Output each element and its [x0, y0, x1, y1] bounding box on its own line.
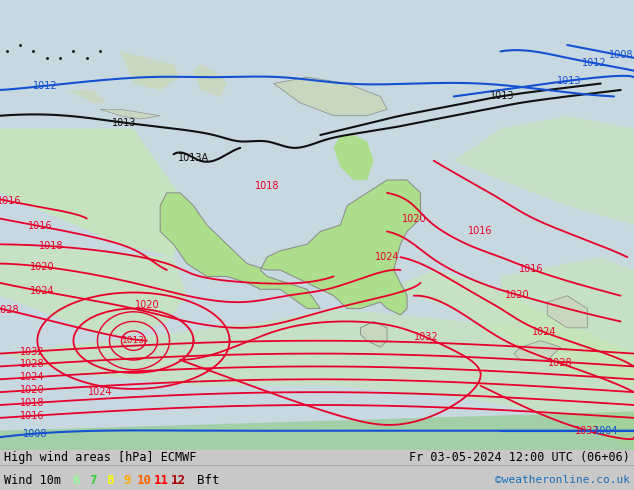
- Polygon shape: [160, 180, 420, 315]
- Text: 1020: 1020: [134, 300, 159, 310]
- Text: 1016: 1016: [519, 264, 543, 274]
- Text: 1020: 1020: [401, 214, 426, 223]
- Polygon shape: [0, 128, 187, 257]
- Text: 1004: 1004: [593, 426, 618, 436]
- Polygon shape: [333, 135, 373, 180]
- Text: 1028: 1028: [20, 359, 44, 369]
- Text: 6: 6: [72, 473, 80, 487]
- Text: 1028: 1028: [548, 358, 573, 368]
- Text: 1032: 1032: [20, 346, 44, 357]
- Polygon shape: [387, 270, 634, 386]
- Text: Bft: Bft: [197, 473, 219, 487]
- Text: 1016: 1016: [29, 221, 53, 231]
- Text: 1032: 1032: [576, 426, 600, 436]
- Text: 1020: 1020: [20, 385, 44, 395]
- Polygon shape: [360, 321, 387, 347]
- Text: 10: 10: [136, 473, 152, 487]
- Text: 9: 9: [123, 473, 131, 487]
- Text: 1024: 1024: [29, 286, 54, 296]
- Text: 1013: 1013: [557, 75, 581, 86]
- Text: 1013: 1013: [489, 91, 514, 101]
- Text: 7: 7: [89, 473, 97, 487]
- Text: Wind 10m: Wind 10m: [4, 473, 61, 487]
- Text: 12: 12: [171, 473, 186, 487]
- Text: ©weatheronline.co.uk: ©weatheronline.co.uk: [495, 475, 630, 485]
- Polygon shape: [193, 64, 227, 97]
- Polygon shape: [274, 77, 387, 116]
- Text: 1018: 1018: [20, 398, 44, 408]
- Polygon shape: [0, 412, 634, 450]
- Text: 1008: 1008: [609, 50, 633, 60]
- Text: 11: 11: [153, 473, 169, 487]
- Text: High wind areas [hPa] ECMWF: High wind areas [hPa] ECMWF: [4, 450, 197, 464]
- Text: 1013: 1013: [122, 336, 145, 345]
- Text: 1024: 1024: [20, 372, 44, 382]
- Polygon shape: [0, 245, 187, 334]
- Polygon shape: [67, 90, 107, 103]
- Text: 1024: 1024: [532, 327, 557, 337]
- Polygon shape: [547, 295, 587, 328]
- Text: 1020: 1020: [29, 262, 54, 271]
- Text: 1018: 1018: [39, 241, 63, 251]
- Polygon shape: [261, 135, 327, 173]
- Text: 1016: 1016: [20, 411, 44, 421]
- Text: Fr 03-05-2024 12:00 UTC (06+06): Fr 03-05-2024 12:00 UTC (06+06): [409, 450, 630, 464]
- Text: 1008: 1008: [23, 429, 48, 439]
- Polygon shape: [120, 51, 180, 90]
- Polygon shape: [500, 257, 634, 386]
- Polygon shape: [454, 116, 634, 225]
- Polygon shape: [100, 109, 160, 119]
- Text: 8: 8: [107, 473, 113, 487]
- Text: 1013: 1013: [112, 118, 136, 128]
- Polygon shape: [514, 341, 560, 360]
- Text: 1018: 1018: [255, 181, 279, 192]
- Polygon shape: [0, 309, 634, 450]
- Text: 1016: 1016: [0, 196, 22, 206]
- Text: 1024: 1024: [375, 252, 399, 262]
- Text: 1016: 1016: [469, 226, 493, 237]
- Text: 1012: 1012: [33, 81, 58, 91]
- Text: 1012: 1012: [582, 58, 607, 68]
- Text: 1020: 1020: [505, 290, 529, 300]
- Text: 1028: 1028: [0, 305, 20, 315]
- Text: 1032: 1032: [413, 332, 438, 342]
- Text: 1013A: 1013A: [178, 153, 209, 163]
- Text: 1024: 1024: [87, 387, 112, 397]
